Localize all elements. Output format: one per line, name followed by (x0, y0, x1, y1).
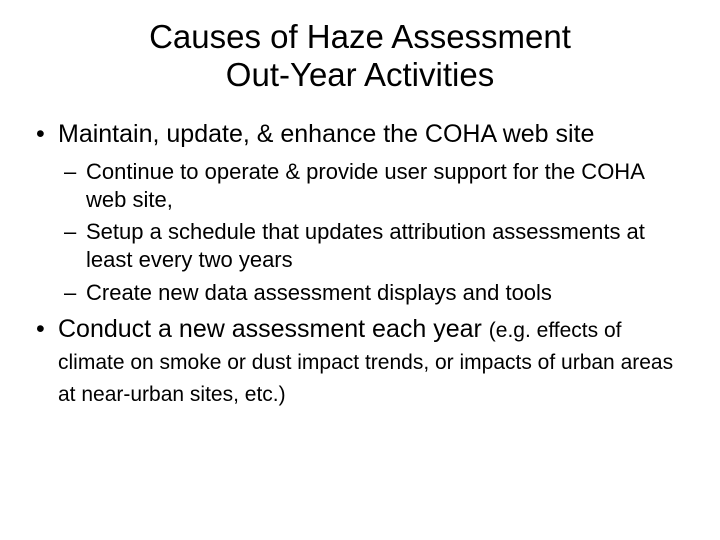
bullet-level-1-list: Maintain, update, & enhance the COHA web… (30, 118, 690, 409)
sub-bullet-1: Continue to operate & provide user suppo… (58, 158, 690, 214)
title-line-1: Causes of Haze Assessment (149, 18, 571, 55)
slide-title: Causes of Haze Assessment Out-Year Activ… (30, 18, 690, 94)
bullet-item-1: Maintain, update, & enhance the COHA web… (30, 118, 690, 307)
sub-bullet-2: Setup a schedule that updates attributio… (58, 218, 690, 274)
bullet-level-2-list: Continue to operate & provide user suppo… (58, 158, 690, 307)
bullet-2-text: Conduct a new assessment each year (58, 315, 489, 343)
sub-bullet-3: Create new data assessment displays and … (58, 279, 690, 307)
bullet-item-2: Conduct a new assessment each year (e.g.… (30, 313, 690, 409)
bullet-1-text: Maintain, update, & enhance the COHA web… (58, 120, 594, 148)
slide: Causes of Haze Assessment Out-Year Activ… (0, 0, 720, 540)
title-line-2: Out-Year Activities (226, 56, 494, 93)
